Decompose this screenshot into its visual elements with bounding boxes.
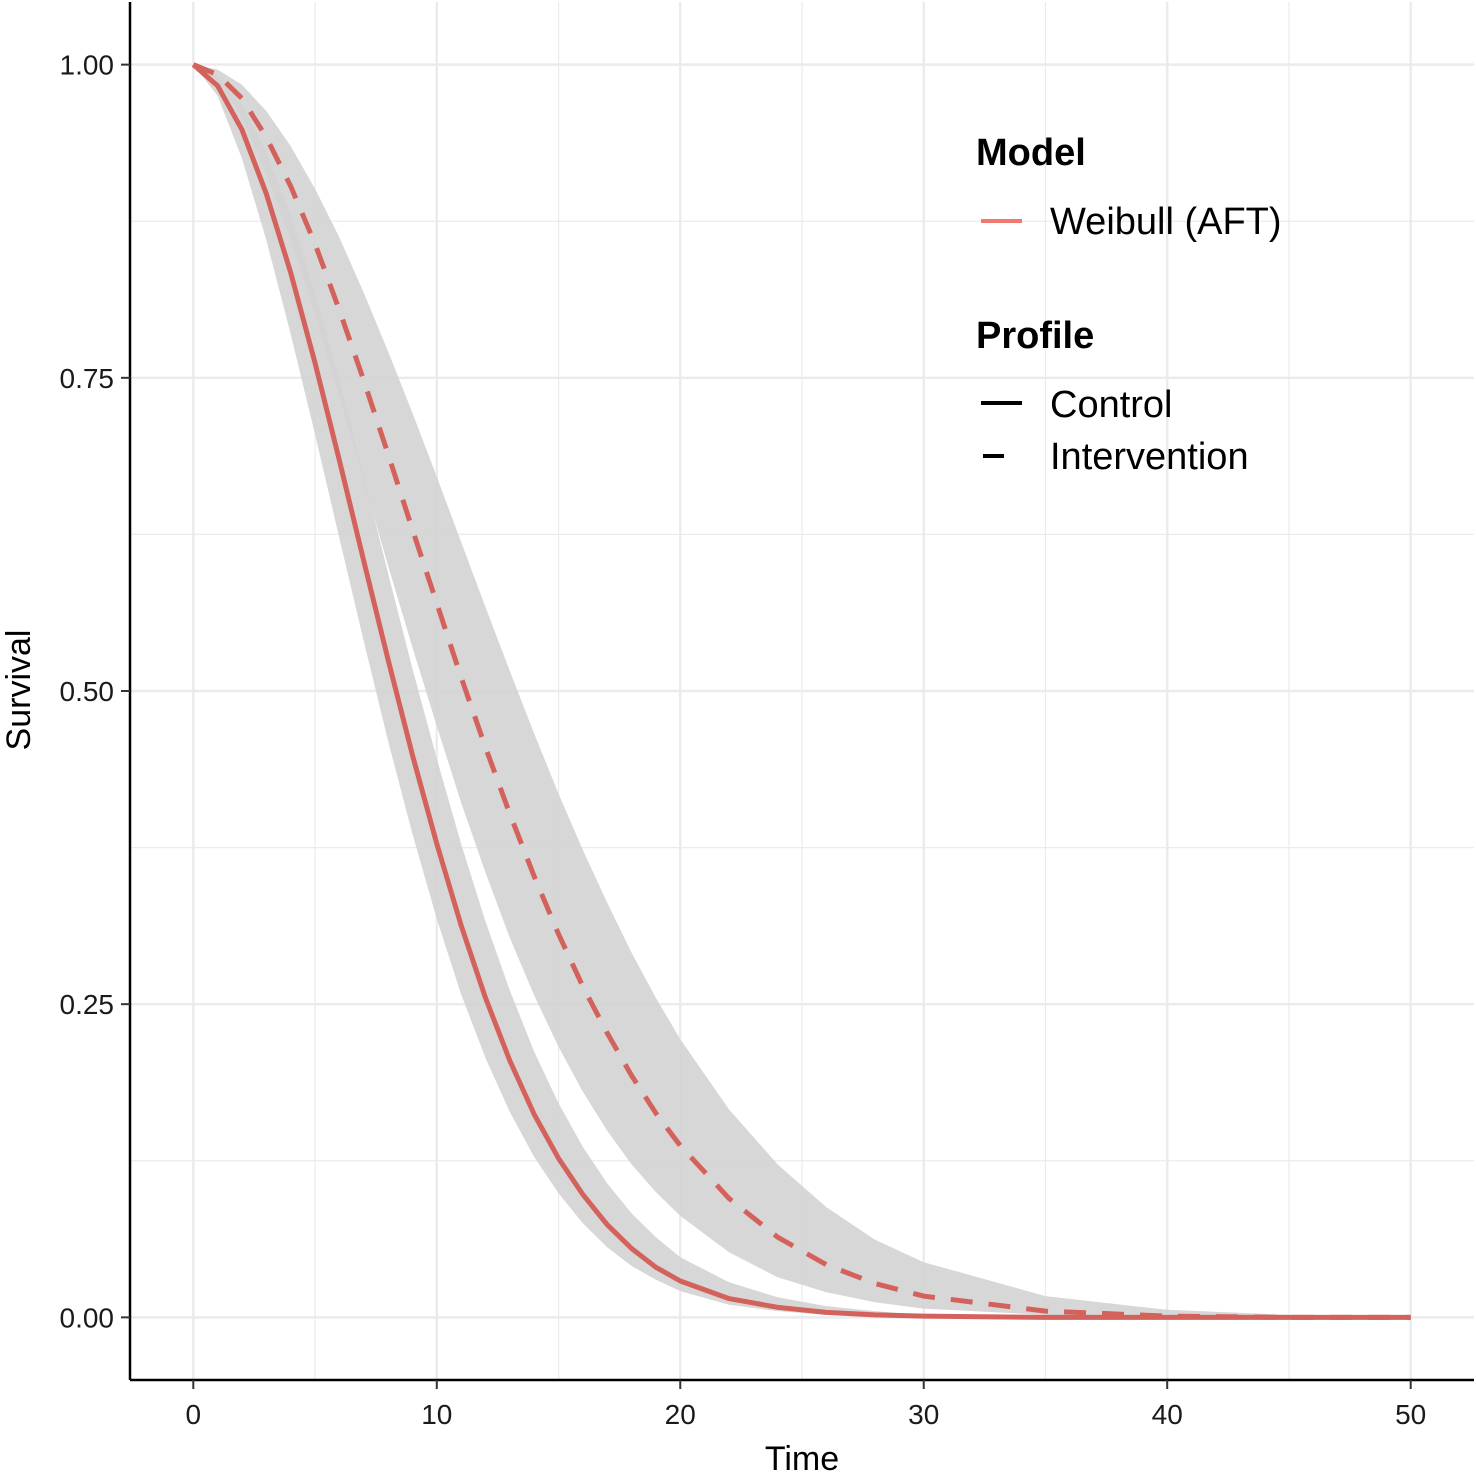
x-tick-label: 30 [908,1399,939,1430]
x-tick-label: 40 [1152,1399,1183,1430]
legend-label-weibull-aft: Weibull (AFT) [1050,201,1282,243]
legend-model-title: Model [976,132,1086,174]
x-tick-label: 20 [665,1399,696,1430]
x-tick-label: 0 [186,1399,202,1430]
legend-label-control: Control [1050,384,1173,426]
y-axis-ticks: 0.00 0.25 0.50 0.75 1.00 [60,50,130,1333]
y-tick-label: 0.75 [60,363,115,394]
x-tick-label: 10 [421,1399,452,1430]
x-axis-ticks: 0 10 20 30 40 50 [186,1380,1426,1430]
legend-profile-title: Profile [976,315,1094,357]
survival-lines [191,62,1411,1320]
x-tick-label: 50 [1395,1399,1426,1430]
survival-line-control [191,62,1411,1320]
legend: Model Weibull (AFT) Profile Control Inte… [976,132,1282,478]
confidence-band-control [193,64,1411,1318]
legend-label-intervention: Intervention [1050,436,1249,478]
y-axis-title: Survival [0,630,38,751]
confidence-band-intervention [193,64,1411,1318]
y-tick-label: 0.50 [60,676,115,707]
y-tick-label: 1.00 [60,50,115,81]
y-tick-label: 0.00 [60,1302,115,1333]
survival-line-intervention [192,62,1411,1320]
y-tick-label: 0.25 [60,989,115,1020]
x-axis-title: Time [765,1440,839,1476]
confidence-bands [193,64,1411,1318]
